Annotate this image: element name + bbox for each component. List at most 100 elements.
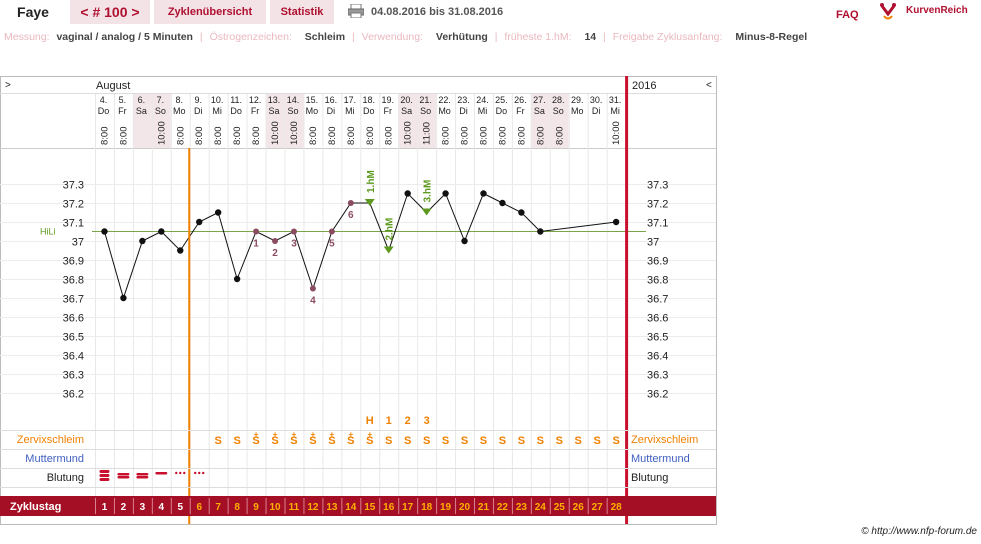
cervix-plus: +: [348, 430, 353, 439]
day-weekday: Di: [194, 106, 203, 116]
low-label: 3: [291, 239, 297, 250]
y-tick-left: 36.4: [63, 351, 84, 363]
high-label: 3.hM: [423, 180, 434, 203]
printer-icon[interactable]: [348, 4, 364, 18]
bleeding-medium-mark: [117, 473, 130, 476]
day-date: 22.: [438, 95, 451, 105]
os-row-label: Muttermund: [25, 453, 84, 465]
day-date: 24.: [476, 95, 489, 105]
cycle-day-number: 25: [554, 502, 566, 513]
day-date: 4.: [100, 95, 108, 105]
info-measurement: Messung: vaginal / analog / 5 Minuten | …: [4, 31, 808, 43]
cycle-day-number: 24: [535, 502, 547, 513]
bleeding-light-mark: [155, 472, 168, 475]
day-time: 8:00: [99, 127, 110, 146]
temperature-point: [120, 294, 127, 302]
day-date: 10.: [211, 95, 224, 105]
temperature-point: [537, 228, 544, 235]
temperature-point: [214, 209, 222, 216]
cervix-value: S: [423, 435, 430, 447]
y-tick-left: 36.5: [63, 332, 84, 344]
y-tick-right: 36.8: [647, 275, 668, 287]
cycle-day-number: 12: [307, 502, 319, 513]
date-range: 04.08.2016 bis 31.08.2016: [371, 6, 504, 18]
day-weekday: Fr: [118, 106, 127, 116]
high-label: 1.hM: [366, 170, 377, 193]
day-weekday: Sa: [401, 106, 412, 116]
weekend-shade: [151, 94, 171, 148]
cervix-value: S: [328, 435, 335, 447]
bleeding-spot-mark: [183, 471, 186, 475]
cycle-settings-bar: Messung: vaginal / analog / 5 Minuten | …: [0, 30, 981, 46]
temperature-point: [177, 247, 184, 254]
day-date: 25.: [495, 95, 508, 105]
cervix-value: S: [252, 435, 259, 447]
cervix-value: S: [537, 435, 544, 447]
day-time: 8:00: [175, 127, 186, 146]
low-temp-point: [347, 200, 354, 206]
tab-cycle-overview[interactable]: Zyklenübersicht: [154, 0, 266, 24]
y-tick-left: 36.9: [63, 256, 84, 268]
y-tick-right: 36.4: [647, 351, 668, 363]
day-time: 8:00: [497, 127, 508, 146]
cervix-plus: +: [330, 430, 335, 439]
cervix-value: S: [442, 435, 449, 447]
cycle-number-nav[interactable]: < # 100 >: [70, 0, 150, 24]
cervix-value: S: [612, 435, 619, 447]
info-value: vaginal / analog / 5 Minuten: [56, 31, 193, 43]
y-tick-left: 36.2: [63, 389, 84, 401]
day-time: 10:00: [156, 121, 167, 145]
day-date: 26.: [514, 95, 527, 105]
y-tick-left: 37.2: [63, 199, 84, 211]
cervix-value: S: [366, 435, 373, 447]
y-tick-left: 37: [72, 237, 84, 249]
day-time: 8:00: [460, 127, 471, 146]
day-time: 8:00: [346, 127, 357, 146]
temperature-point: [233, 275, 241, 283]
day-time: 8:00: [535, 127, 546, 146]
bleeding-medium-mark: [136, 473, 149, 476]
y-tick-right: 36.6: [647, 313, 668, 325]
cervix-peak-marker: 1: [386, 415, 392, 427]
temperature-point: [442, 190, 449, 197]
day-date: 14.: [287, 95, 300, 105]
day-weekday: So: [287, 106, 298, 116]
low-label: 2: [272, 248, 278, 259]
weekend-shade: [417, 94, 437, 148]
day-weekday: Di: [459, 106, 468, 116]
day-time: 8:00: [213, 127, 224, 146]
bleeding-medium-mark: [136, 476, 149, 479]
day-weekday: Mo: [173, 106, 186, 116]
cervix-value: S: [271, 435, 278, 447]
cervix-value: S: [385, 435, 392, 447]
day-weekday: Sa: [534, 106, 545, 116]
cervix-value: S: [215, 435, 222, 447]
y-tick-right: 36.9: [647, 256, 668, 268]
y-tick-right: 36.3: [647, 370, 668, 382]
day-date: 12.: [249, 95, 262, 105]
weekend-shade: [132, 94, 152, 148]
faq-link[interactable]: FAQ: [836, 9, 859, 21]
day-time: 10:00: [289, 121, 300, 145]
weekend-shade: [398, 94, 418, 148]
day-time: 11:00: [422, 122, 433, 145]
tab-statistics[interactable]: Statistik: [270, 0, 334, 24]
info-label: Verwendung:: [361, 31, 423, 43]
day-date: 18.: [363, 95, 376, 105]
kurvenreich-logo-icon[interactable]: [880, 1, 980, 23]
day-date: 31.: [609, 95, 622, 105]
cycle-day-number: 2: [121, 502, 127, 513]
low-temp-point: [328, 228, 335, 235]
cycle-day-number: 22: [497, 502, 509, 513]
temperature-point: [480, 190, 487, 197]
day-date: 15.: [306, 95, 319, 105]
high-label: 2.hM: [385, 218, 396, 241]
y-tick-left: 37.1: [63, 218, 84, 230]
day-weekday: Di: [327, 106, 336, 116]
day-time: 10:00: [611, 121, 622, 145]
bleeding-heavy-mark: [99, 478, 110, 481]
cervix-peak-marker: 2: [405, 415, 411, 427]
cervix-plus: +: [273, 430, 278, 439]
cycle-day-number: 18: [421, 502, 433, 513]
